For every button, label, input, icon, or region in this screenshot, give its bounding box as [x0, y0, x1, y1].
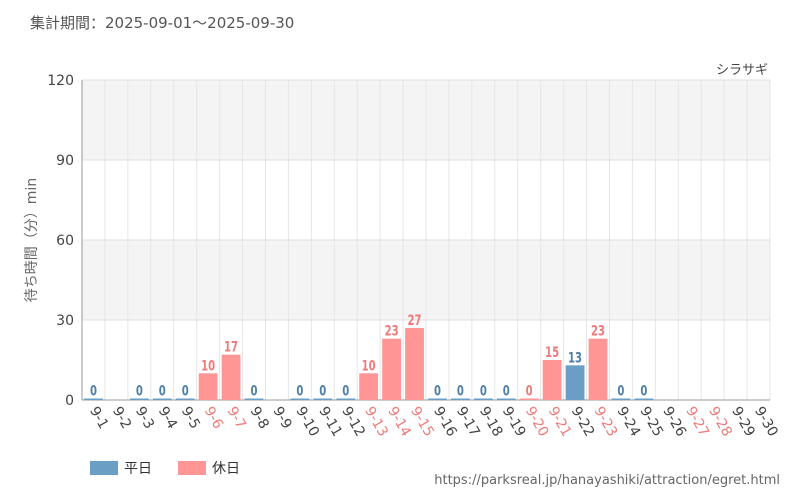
- x-tick-label: 9-25: [636, 404, 666, 440]
- x-tick-label: 9-15: [407, 404, 437, 440]
- bar: [588, 338, 608, 400]
- bar-value-label: 0: [319, 382, 326, 399]
- bar-value-label: 0: [159, 382, 166, 399]
- y-tick-label: 120: [47, 73, 74, 89]
- bar-value-label: 23: [591, 322, 605, 339]
- bar: [313, 398, 333, 400]
- bar: [496, 398, 516, 400]
- bar: [152, 398, 172, 400]
- bar: [198, 373, 218, 400]
- bar-value-label: 0: [250, 382, 257, 399]
- bar: [221, 354, 241, 400]
- x-tick-label: 9-6: [201, 404, 226, 432]
- bar: [519, 398, 539, 400]
- y-tick-label: 90: [56, 153, 74, 169]
- bar: [382, 338, 402, 400]
- x-tick-label: 9-2: [109, 404, 134, 432]
- bar: [175, 398, 195, 400]
- x-tick-label: 9-3: [132, 404, 157, 432]
- bar-value-label: 10: [362, 357, 376, 374]
- y-axis-label: 待ち時間（分）min: [24, 178, 40, 302]
- bar: [473, 398, 493, 400]
- bar: [336, 398, 356, 400]
- x-tick-label: 9-28: [705, 404, 735, 440]
- legend: 平日 休日: [90, 458, 266, 478]
- x-tick-label: 9-16: [430, 404, 460, 440]
- x-tick-label: 9-7: [224, 404, 249, 432]
- bar: [428, 398, 447, 400]
- bar-value-label: 27: [408, 312, 422, 329]
- bar: [359, 373, 379, 400]
- bar-value-label: 0: [90, 382, 97, 399]
- x-tick-label: 9-18: [476, 404, 506, 440]
- bar-value-label: 0: [136, 382, 143, 399]
- bar: [405, 328, 424, 400]
- bar-value-label: 17: [224, 338, 238, 355]
- bar: [244, 398, 264, 400]
- bar: [290, 398, 310, 400]
- bar-value-label: 0: [342, 382, 349, 399]
- x-tick-label: 9-22: [568, 404, 598, 440]
- x-tick-label: 9-8: [247, 404, 272, 432]
- x-tick-label: 9-23: [591, 404, 621, 440]
- y-tick-label: 30: [56, 313, 74, 329]
- legend-label-holiday: 休日: [212, 461, 240, 477]
- bar: [542, 360, 562, 400]
- bar: [565, 365, 585, 400]
- bar-value-label: 23: [385, 322, 399, 339]
- bar-value-label: 0: [503, 382, 510, 399]
- bar: [634, 398, 654, 400]
- bar-value-label: 0: [457, 382, 464, 399]
- x-tick-label: 9-14: [384, 404, 414, 440]
- x-tick-label: 9-11: [315, 404, 345, 440]
- series-name: シラサギ: [716, 63, 768, 78]
- x-tick-label: 9-1: [86, 404, 111, 432]
- x-tick-label: 9-5: [178, 404, 203, 432]
- y-tick-label: 60: [56, 233, 74, 249]
- bar-value-label: 0: [526, 382, 533, 399]
- x-tick-label: 9-29: [728, 404, 758, 440]
- x-tick-label: 9-27: [682, 404, 712, 440]
- y-tick-label: 0: [65, 393, 74, 409]
- bar-value-label: 15: [545, 344, 559, 361]
- x-tick-label: 9-19: [499, 404, 529, 440]
- x-tick-label: 9-4: [155, 404, 180, 432]
- x-tick-label: 9-13: [361, 404, 391, 440]
- bar-value-label: 0: [640, 382, 647, 399]
- bar-value-label: 0: [182, 382, 189, 399]
- bar-value-label: 13: [568, 349, 582, 366]
- x-tick-label: 9-24: [613, 404, 643, 440]
- legend-label-weekday: 平日: [124, 461, 152, 477]
- bar-value-label: 0: [434, 382, 441, 399]
- x-tick-label: 9-12: [338, 404, 368, 440]
- period-label: 集計期間：2025-09-01～2025-09-30: [30, 14, 295, 32]
- x-tick-label: 9-30: [751, 404, 781, 440]
- bar-value-label: 0: [480, 382, 487, 399]
- x-tick-label: 9-20: [522, 404, 552, 440]
- x-tick-label: 9-10: [292, 404, 322, 440]
- x-tick-label: 9-9: [269, 404, 294, 432]
- legend-item-holiday: 休日: [178, 458, 240, 478]
- bar: [84, 398, 103, 400]
- bar-value-label: 10: [201, 357, 215, 374]
- x-tick-label: 9-26: [659, 404, 689, 440]
- bar-value-label: 0: [296, 382, 303, 399]
- bar-value-label: 0: [617, 382, 624, 399]
- bar: [611, 398, 631, 400]
- legend-item-weekday: 平日: [90, 458, 152, 478]
- legend-swatch-holiday: [178, 461, 206, 475]
- bar: [129, 398, 149, 400]
- x-tick-label: 9-21: [545, 404, 575, 440]
- x-tick-label: 9-17: [453, 404, 483, 440]
- source-url: https://parksreal.jp/hanayashiki/attract…: [434, 473, 780, 488]
- legend-swatch-weekday: [90, 461, 118, 475]
- bar: [450, 398, 470, 400]
